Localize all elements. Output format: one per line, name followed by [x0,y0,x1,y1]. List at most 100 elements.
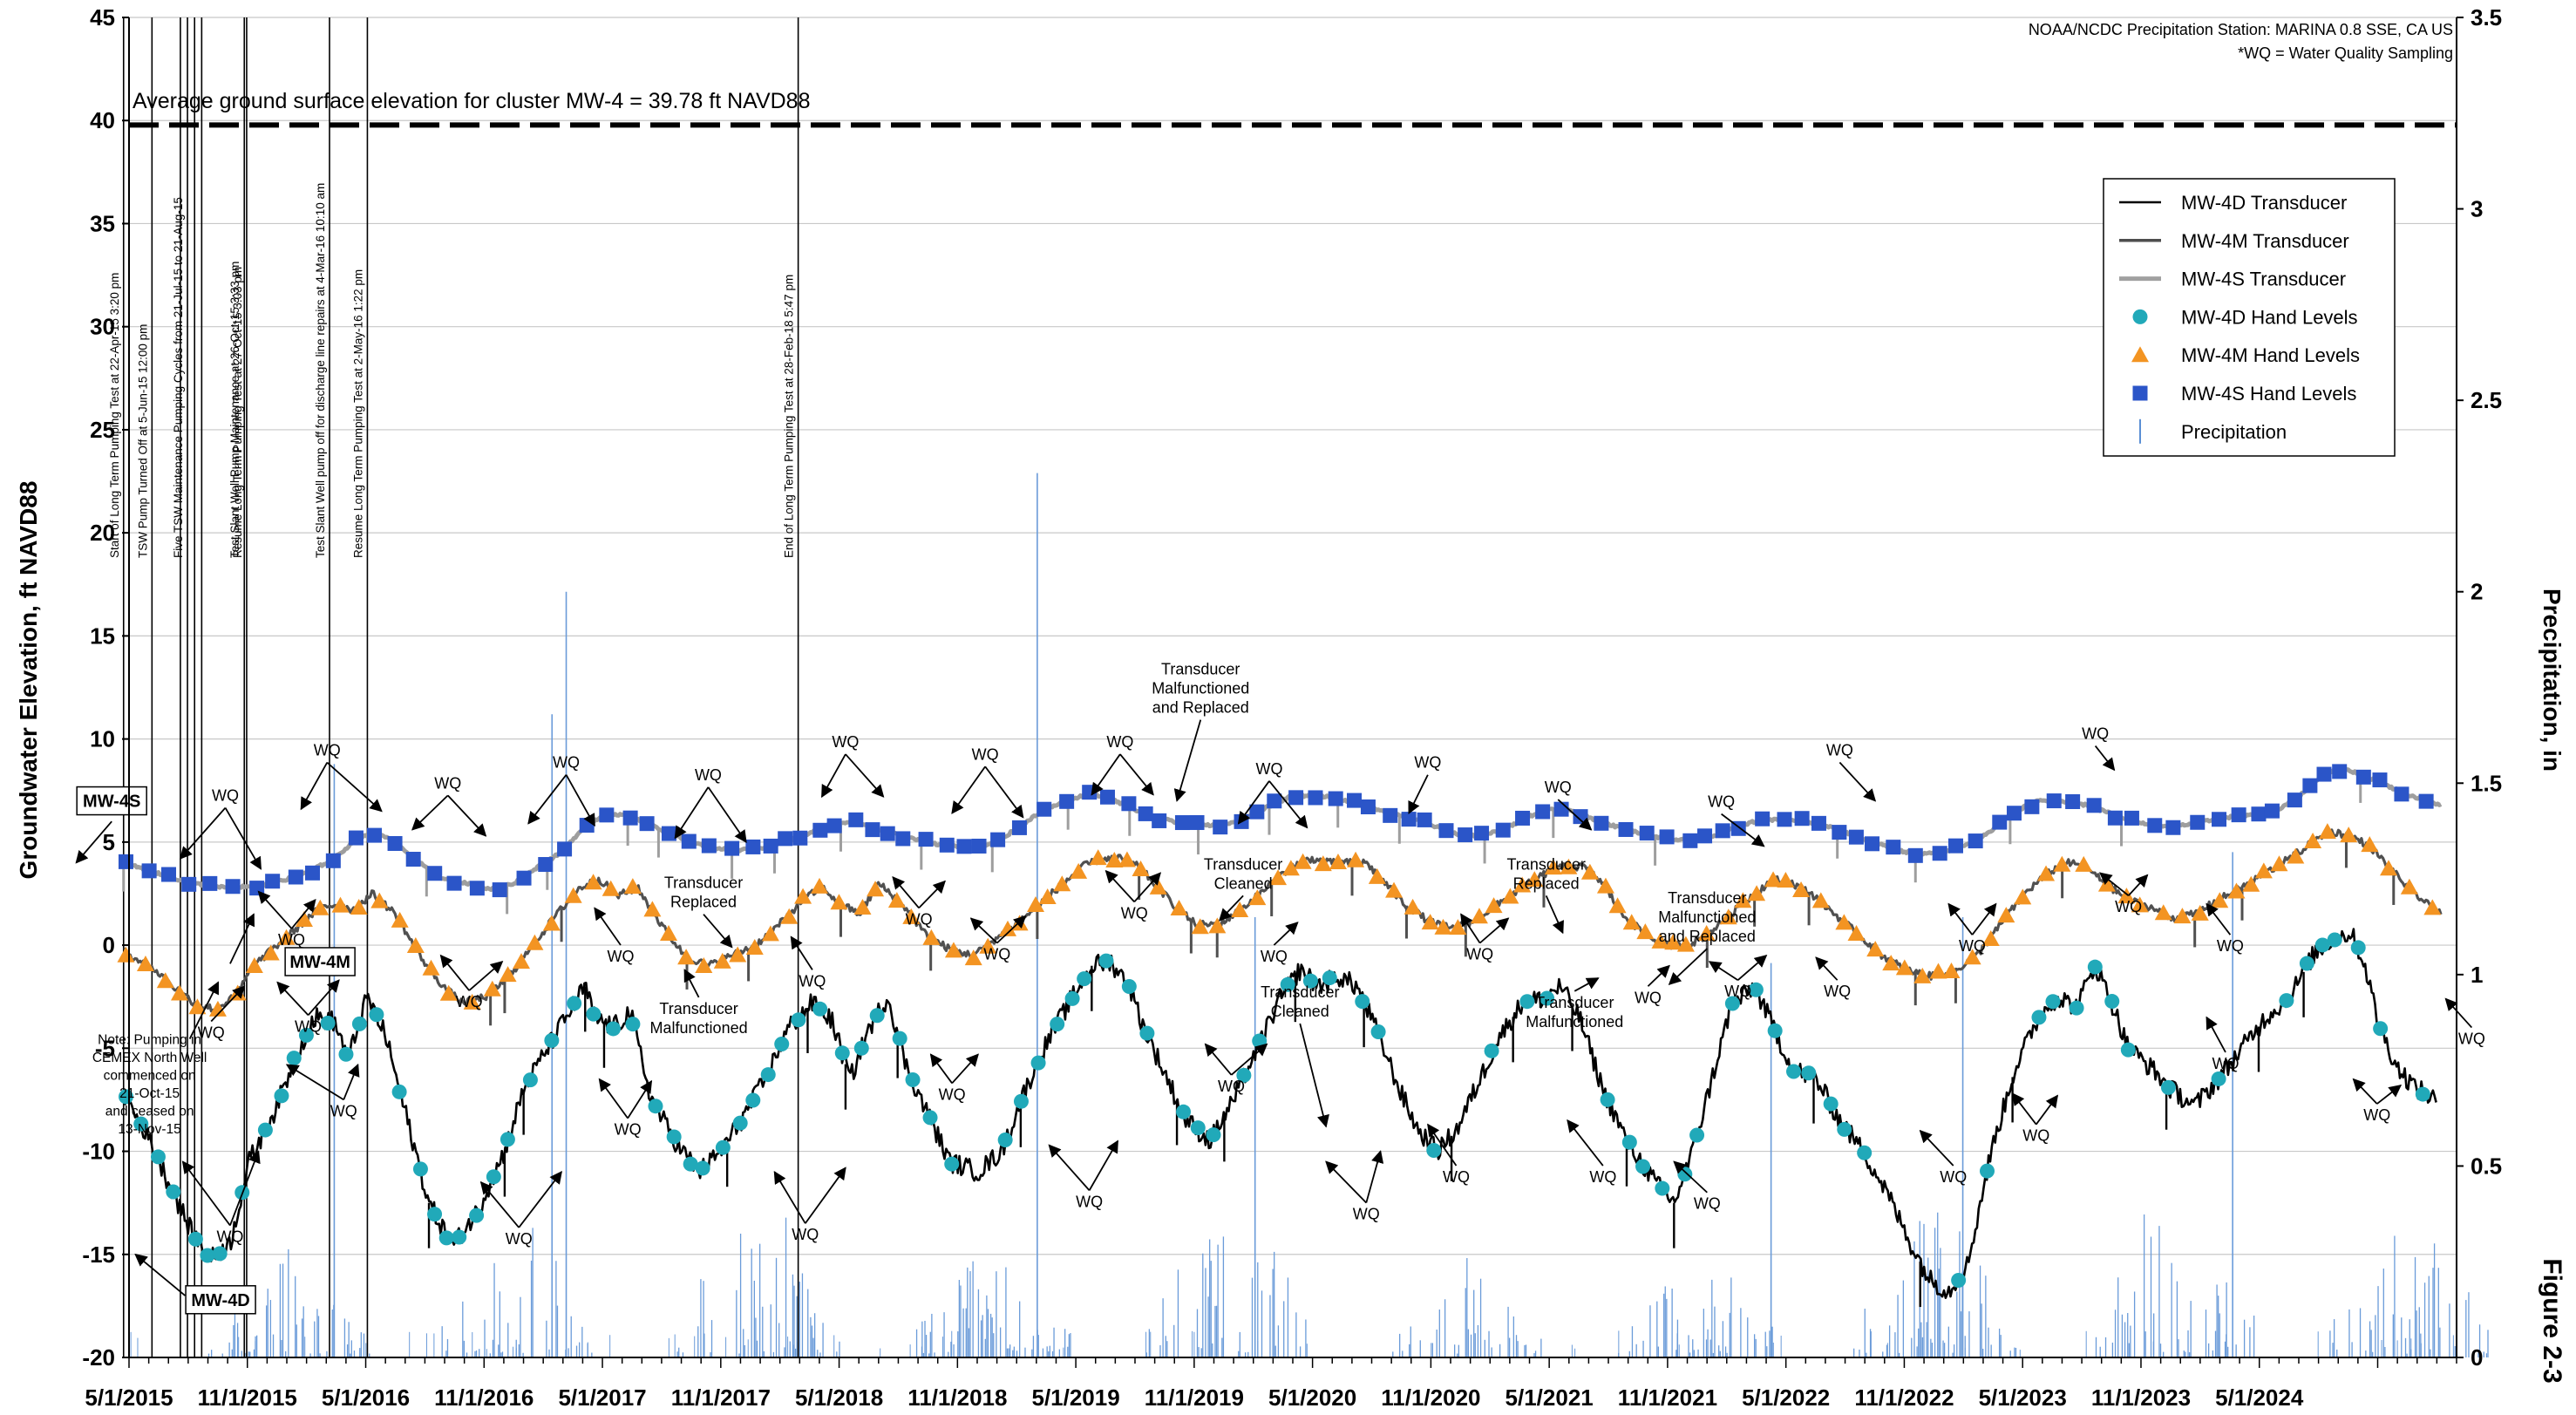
hand-level-square [2212,812,2227,827]
annotation-label: WQ [212,787,239,805]
hand-level-circle [1600,1092,1615,1107]
hand-level-square [639,816,655,832]
annotation-arrow [411,794,449,831]
x-tick-label: 5/1/2024 [2215,1384,2304,1411]
well-label-box [284,947,356,976]
hand-level-square [2251,806,2267,822]
hand-level-triangle [188,998,207,1015]
hand-level-square [492,882,507,898]
hand-level-triangle [794,888,812,904]
annotation-line: WQ [1694,1195,1721,1213]
hand-level-square [265,874,281,889]
x-tick-label: 5/1/2019 [1031,1384,1119,1411]
annotation-arrow [1048,1144,1091,1191]
hand-level-triangle [1149,878,1167,895]
annotation-arrow [1947,902,1974,935]
well-label-box [185,1285,256,1315]
hand-level-triangle [1866,941,1885,957]
hand-level-square [1401,812,1417,827]
hand-level-triangle [170,984,188,1001]
annotation-label: WQ [1218,1078,1245,1095]
y-tick-label-left: 40 [90,107,115,133]
hand-level-square [1347,793,1363,808]
annotation-arrow [1408,774,1429,815]
annotation-line: WQ [2217,937,2244,955]
hand-level-square [348,830,364,846]
hand-level-triangle [1449,919,1467,935]
hand-level-triangle [2270,855,2288,872]
annotation-label: WQ [799,972,826,990]
annotation-line: WQ [2363,1106,2390,1124]
annotation-arrow [276,981,309,1017]
hand-level-square [971,838,987,854]
annotation-arrow [300,762,329,811]
source-note: NOAA/NCDC Precipitation Station: MARINA … [2029,21,2453,38]
hand-level-triangle [811,877,829,894]
annotation-label: WQ [1106,733,1133,751]
hand-level-triangle [2154,904,2172,921]
hand-level-square [1659,829,1675,845]
hand-level-circle [695,1160,710,1176]
hand-level-square [304,865,320,881]
annotation-line: Malfunctioned [1152,680,1249,697]
legend-label: MW-4M Transducer [2181,230,2349,252]
annotation-line: WQ [695,766,722,784]
hand-level-triangle [1191,918,1209,935]
hand-level-square [225,879,241,895]
annotation-label: WQ [2115,898,2142,915]
hand-level-square [1417,812,1432,827]
annotation-arrow [1673,1160,1708,1194]
annotation-arrow [674,786,710,840]
annotation-arrow [2098,872,2130,896]
hand-level-triangle [745,939,764,956]
pumping-note-line: and ceased on [105,1105,194,1119]
hand-level-triangle [564,887,582,903]
annotation-label: WQ [615,1121,642,1139]
hand-level-square [956,839,972,854]
hand-level-square [1886,840,1901,855]
hand-level-circle [774,1037,790,1052]
annotation-arrow [257,890,293,929]
hand-level-circle [2350,940,2366,956]
annotation-arrow [2376,1084,2403,1105]
hand-level-square [516,870,532,886]
hand-level-triangle [1118,851,1136,867]
hand-level-square [1458,827,1473,843]
hand-level-markers [117,764,2442,1289]
hand-level-triangle [350,899,368,915]
hand-level-square [2287,793,2302,808]
hand-level-square [1121,796,1137,812]
event-label: Start of Long Term Pumping Test at 22-Ap… [108,273,121,558]
hand-level-triangle [1105,851,1124,867]
hand-level-square [865,822,880,838]
annotation-label: WQ [1255,760,1282,778]
hand-level-triangle [1942,963,1961,979]
hand-level-circle [853,1040,869,1056]
hand-level-circle [320,1015,336,1031]
hand-level-square [1515,810,1531,826]
hand-level-circle [1519,994,1535,1010]
annotation-label: WQ [1708,793,1735,811]
hand-level-triangle [2287,847,2305,864]
hand-level-circle [338,1046,354,1062]
annotation-line: WQ [1443,1168,1470,1186]
hand-level-circle [452,1229,467,1245]
hand-level-square [1474,826,1490,841]
hand-level-triangle [1651,932,1669,949]
annotation-line: Transducer [664,874,743,892]
annotation-label: WQ [198,1024,225,1041]
hand-level-triangle [1811,892,1830,908]
hand-level-triangle [1421,914,1439,930]
event-label: Resume Long Term Pumping Test at 27-Oct-… [231,267,244,558]
y-tick-label-right: 1.5 [2471,770,2502,796]
hand-level-square [1213,820,1228,835]
hand-level-square [918,832,934,847]
hand-level-square [1059,793,1075,809]
hand-level-triangle [295,910,313,927]
annotation-label: WQ [1443,1168,1470,1186]
legend-label: Precipitation [2181,421,2287,443]
annotation-line: WQ [1708,793,1735,811]
hand-level-circle [745,1092,761,1108]
hand-level-circle [298,1027,314,1043]
annotation-arrow [1460,913,1481,944]
